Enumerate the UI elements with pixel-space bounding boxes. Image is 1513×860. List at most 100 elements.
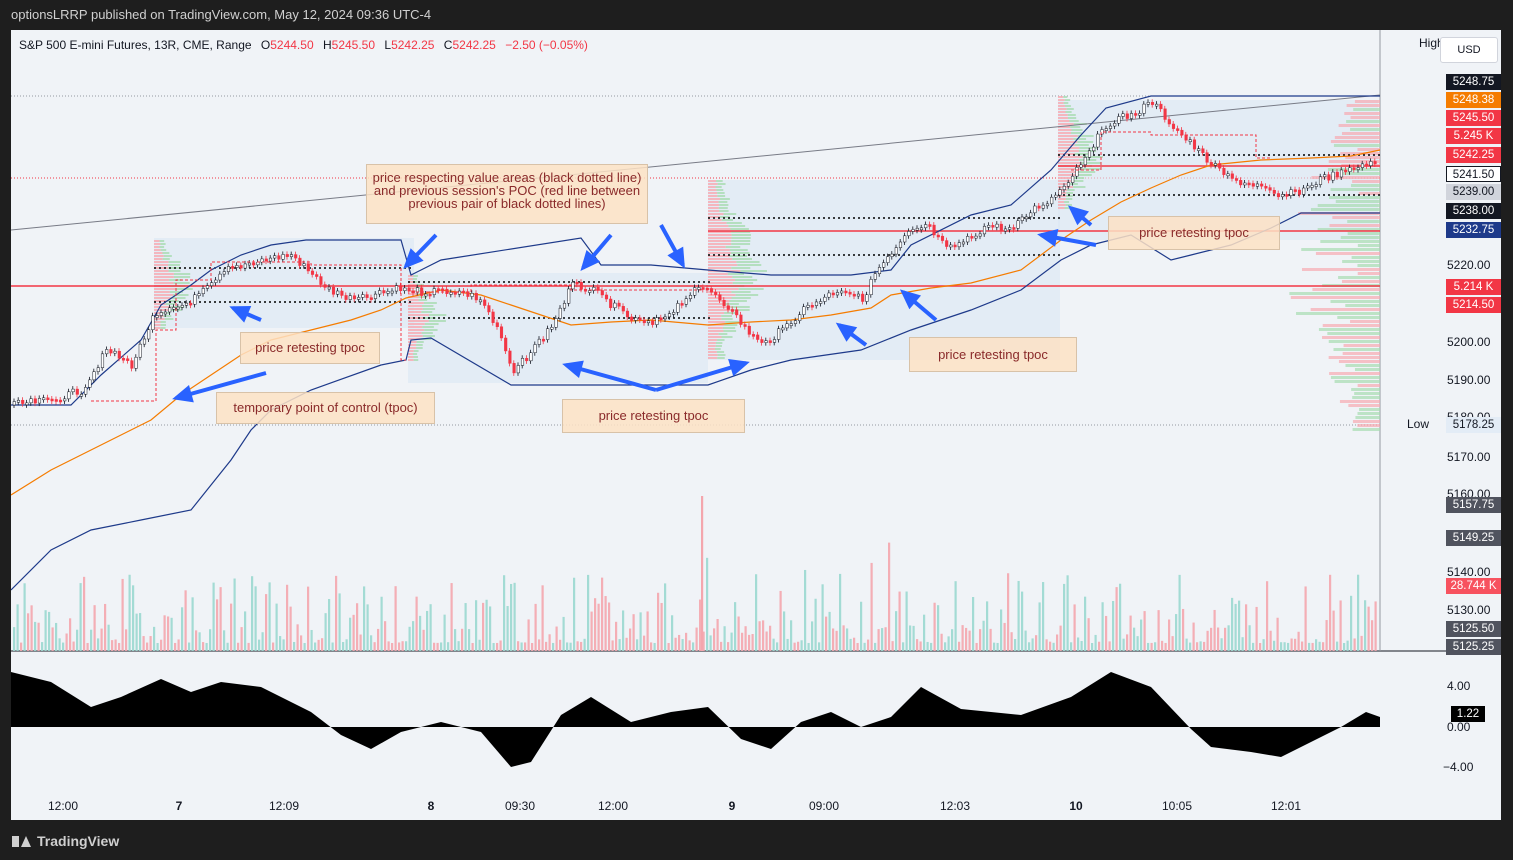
candle-body: [1352, 167, 1356, 170]
volume-profile-bar: [1058, 168, 1082, 170]
candle-body: [1037, 205, 1041, 209]
volume-profile-bar: [708, 345, 716, 347]
volume-profile-bar: [408, 347, 417, 349]
candle-body: [1155, 103, 1159, 107]
candle-body: [726, 305, 730, 310]
volume-bar: [1213, 609, 1216, 651]
annotation-temporary-poc[interactable]: temporary point of control (tpoc): [216, 392, 435, 424]
session-profile-bar: [1352, 428, 1380, 431]
candle-body: [793, 320, 798, 324]
annotation-tpoc-retest-4[interactable]: price retesting tpoc: [1108, 216, 1280, 250]
volume-profile-bar: [154, 291, 170, 293]
volume-bar: [604, 596, 607, 651]
volume-bar: [86, 642, 89, 651]
chart-frame[interactable]: S&P 500 E-mini Futures, 13R, CME, Range …: [11, 30, 1501, 820]
candle-body: [63, 398, 67, 402]
volume-profile-bar: [1058, 147, 1080, 149]
osc-tick: 4.00: [1447, 679, 1471, 693]
candle-body: [306, 263, 310, 272]
volume-profile-bar: [708, 312, 725, 314]
volume-bar: [674, 637, 677, 651]
price-tag-volume-last: 28.744 K: [1446, 578, 1501, 594]
volume-bar: [695, 627, 698, 651]
session-profile-bar: [1357, 272, 1380, 275]
candle-body: [827, 292, 831, 298]
volume-bar: [237, 642, 240, 651]
volume-bar: [394, 586, 397, 651]
volume-bar: [1273, 640, 1276, 651]
session-profile-bar: [1301, 248, 1380, 251]
volume-bar: [170, 617, 173, 651]
volume-bar: [23, 583, 26, 651]
candle-body: [310, 270, 315, 275]
volume-profile-bar: [716, 180, 723, 182]
volume-profile-bar: [408, 287, 416, 289]
volume-bar: [524, 642, 527, 651]
candle-body: [1260, 183, 1264, 187]
candle-body: [449, 292, 453, 295]
volume-bar: [391, 642, 394, 651]
volume-bar: [853, 637, 856, 651]
volume-bar: [1161, 640, 1164, 651]
volume-bar: [947, 636, 950, 651]
volume-bar: [979, 629, 982, 651]
session-profile-bar: [1290, 296, 1380, 299]
annotation-tpoc-retest-2[interactable]: price retesting tpoc: [562, 399, 745, 433]
volume-bar: [874, 642, 877, 651]
volume-profile-bar: [408, 278, 413, 280]
volume-profile-bar: [708, 249, 730, 251]
volume-bar: [741, 632, 744, 651]
volume-bar: [538, 639, 541, 651]
volume-bar: [282, 639, 285, 651]
volume-bar: [377, 628, 380, 651]
annotation-tpoc-retest-1[interactable]: price retesting tpoc: [240, 332, 380, 364]
candle-body: [617, 302, 621, 307]
volume-bar: [415, 596, 418, 651]
tradingview-logo[interactable]: TradingView: [12, 833, 119, 849]
volume-bar: [55, 622, 58, 651]
volume-profile-bar: [1058, 108, 1067, 110]
volume-bar: [1220, 638, 1223, 651]
candle-body: [1373, 161, 1377, 165]
volume-bar: [1045, 639, 1048, 651]
session-profile-bar: [1330, 300, 1380, 303]
volume-bar: [772, 638, 775, 651]
volume-profile-bar: [708, 261, 737, 263]
volume-profile-bar: [1066, 108, 1074, 110]
session-profile-bar: [1340, 236, 1380, 239]
annotation-value-areas[interactable]: price respecting value areas (black dott…: [366, 164, 648, 224]
annotation-tpoc-retest-3[interactable]: price retesting tpoc: [909, 337, 1077, 372]
volume-profile-bar: [416, 344, 423, 346]
candle-body: [928, 224, 932, 227]
candle-body: [592, 287, 596, 291]
candle-body: [1142, 103, 1146, 114]
volume-bar: [706, 557, 709, 651]
volume-profile-bar: [422, 326, 434, 328]
candle-body: [1003, 228, 1008, 232]
volume-bar: [783, 611, 786, 651]
session-profile-bar: [1320, 240, 1380, 243]
volume-bar: [1374, 601, 1377, 651]
volume-bar: [1280, 642, 1283, 651]
volume-profile-bar: [726, 222, 742, 224]
candle-body: [491, 311, 495, 323]
volume-profile-bar: [1063, 96, 1068, 98]
chart-canvas[interactable]: [11, 30, 1501, 820]
candle-body: [239, 265, 243, 269]
currency-button[interactable]: USD: [1440, 37, 1498, 63]
candle-body: [819, 301, 823, 304]
candle-body: [1356, 167, 1360, 170]
volume-bar: [1087, 618, 1090, 651]
volume-profile-bar: [408, 359, 414, 361]
candle-body: [1369, 161, 1373, 166]
volume-profile-bar: [737, 264, 762, 266]
candle-body: [768, 340, 772, 343]
session-profile-bar: [1346, 104, 1380, 107]
volume-profile-bar: [408, 353, 413, 355]
volume-bar: [860, 601, 863, 651]
candle-body: [1306, 185, 1310, 189]
candle-body: [12, 401, 16, 406]
volume-profile-bar: [408, 281, 414, 283]
high-value: 5245.50: [331, 38, 376, 52]
volume-profile-bar: [413, 275, 418, 277]
